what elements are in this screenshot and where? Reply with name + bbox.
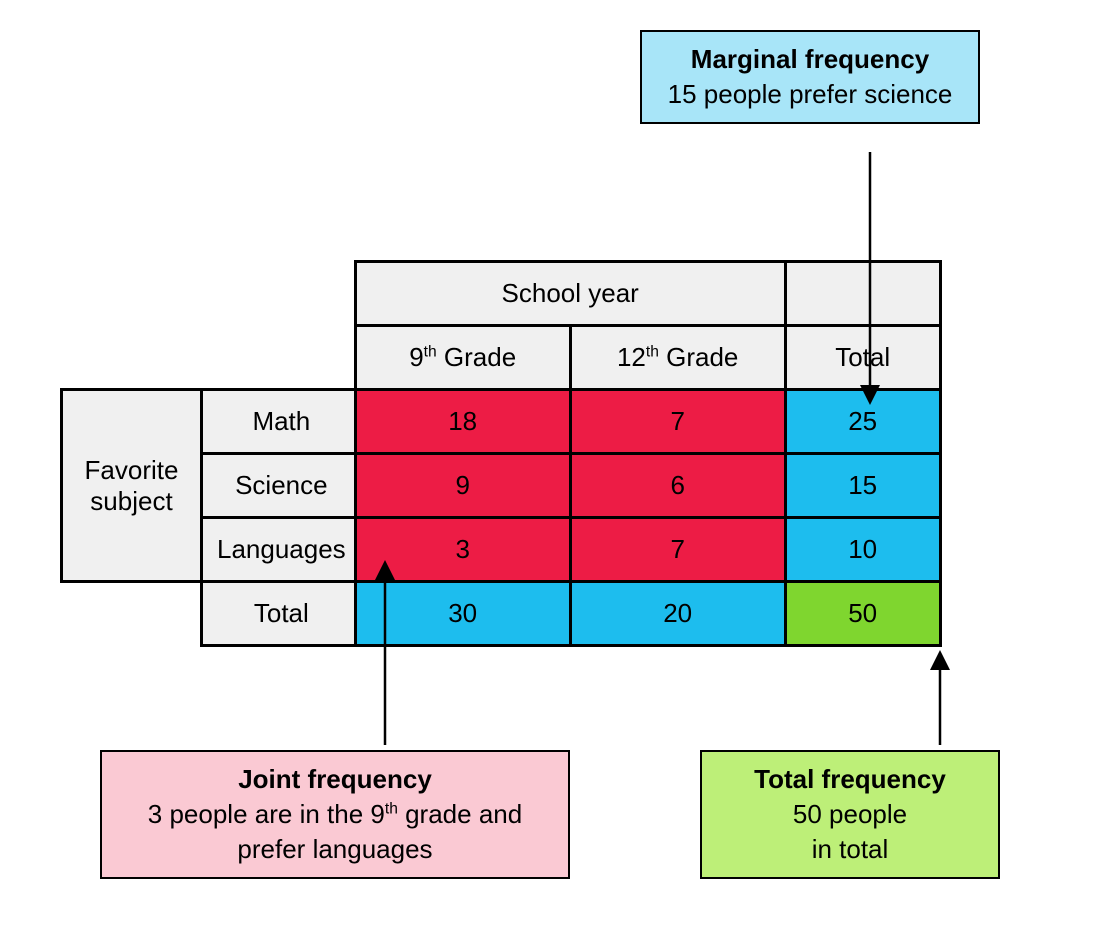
cell-r0-c1: 7: [570, 390, 785, 454]
callout-marginal: Marginal frequency 15 people prefer scie…: [640, 30, 980, 124]
blank-row2: [62, 326, 356, 390]
cell-r0-c0: 18: [355, 390, 570, 454]
callout-marginal-title: Marginal frequency: [691, 44, 929, 74]
row-label-1: Science: [202, 454, 356, 518]
cell-r0-total: 25: [785, 390, 940, 454]
row-header-main: Favorite subject: [62, 390, 202, 582]
cell-r1-c0: 9: [355, 454, 570, 518]
col-header-1: 12th Grade: [570, 326, 785, 390]
callout-total-text: 50 peoplein total: [793, 799, 907, 864]
totals-c1: 20: [570, 582, 785, 646]
cell-r2-total: 10: [785, 518, 940, 582]
row-label-2: Languages: [202, 518, 356, 582]
callout-marginal-text: 15 people prefer science: [668, 79, 953, 109]
cell-r2-c1: 7: [570, 518, 785, 582]
totals-grand: 50: [785, 582, 940, 646]
totals-label: Total: [202, 582, 356, 646]
col-header-0: 9th Grade: [355, 326, 570, 390]
blank-bottom-left: [62, 582, 202, 646]
cell-r2-c0: 3: [355, 518, 570, 582]
cell-r1-total: 15: [785, 454, 940, 518]
two-way-table: School year 9th Grade 12th Grade Total F…: [60, 260, 942, 647]
cell-r1-c1: 6: [570, 454, 785, 518]
blank-top-right: [785, 262, 940, 326]
row-label-0: Math: [202, 390, 356, 454]
col-header-main: School year: [355, 262, 785, 326]
callout-joint-title: Joint frequency: [238, 764, 432, 794]
callout-total-title: Total frequency: [754, 764, 946, 794]
callout-joint-text: 3 people are in the 9th grade and prefer…: [148, 799, 522, 864]
callout-joint: Joint frequency 3 people are in the 9th …: [100, 750, 570, 879]
callout-total: Total frequency 50 peoplein total: [700, 750, 1000, 879]
col-header-2: Total: [785, 326, 940, 390]
blank-top-left: [62, 262, 356, 326]
totals-c0: 30: [355, 582, 570, 646]
